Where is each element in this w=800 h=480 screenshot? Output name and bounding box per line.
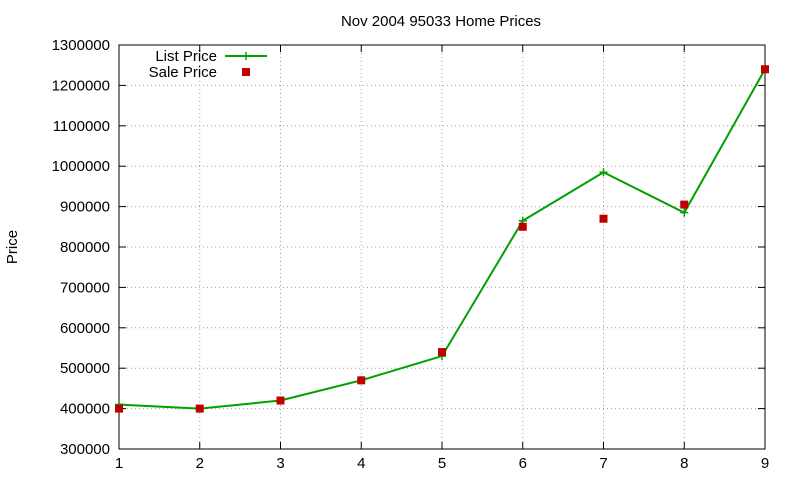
sale-price-point (276, 396, 285, 405)
x-tick-label: 3 (276, 455, 284, 472)
x-tick-label: 1 (115, 455, 123, 472)
x-tick-label: 4 (357, 455, 365, 472)
sale-price-point (680, 200, 689, 209)
sale-price-point (518, 222, 527, 231)
sale-price-point (115, 404, 123, 413)
y-tick-label: 500000 (60, 360, 110, 377)
y-tick-label: 600000 (60, 320, 110, 337)
list-price-point (599, 168, 608, 177)
y-tick-label: 300000 (60, 441, 110, 458)
y-axis-label: Price (4, 230, 21, 264)
y-tick-label: 700000 (60, 279, 110, 296)
series (115, 65, 769, 413)
x-tick-label: 6 (519, 455, 527, 472)
plot-border (118, 44, 766, 450)
y-tick-label: 800000 (60, 239, 110, 256)
legend-marker-list-price (242, 52, 250, 60)
sale-price-point (357, 376, 366, 385)
sale-price-point (761, 65, 769, 74)
legend: List Price Sale Price (149, 48, 267, 81)
legend-label-sale-price: Sale Price (149, 64, 217, 81)
x-tick-label: 7 (599, 455, 607, 472)
sale-price-point (438, 348, 446, 357)
x-tick-label: 8 (680, 455, 688, 472)
sale-price-point (195, 404, 204, 413)
y-tick-label: 900000 (60, 199, 110, 216)
x-tick-label: 9 (761, 455, 769, 472)
y-tick-label: 400000 (60, 401, 110, 418)
y-tick-label: 1200000 (52, 77, 110, 94)
chart-title: Nov 2004 95033 Home Prices (341, 13, 541, 30)
y-tick-label: 1100000 (53, 118, 110, 135)
y-tick-label: 1300000 (52, 37, 110, 54)
list-price-point (680, 208, 689, 217)
x-tick-label: 5 (438, 455, 446, 472)
grid (119, 45, 765, 449)
axis-ticks: 300000 400000 500000 600000 700000 800000 9000… (52, 37, 770, 472)
x-tick-label: 2 (196, 455, 204, 472)
legend-marker-sale-price (242, 68, 250, 76)
sale-price-point (599, 214, 608, 223)
y-tick-label: 1000000 (52, 158, 110, 175)
legend-label-list-price: List Price (155, 48, 217, 65)
